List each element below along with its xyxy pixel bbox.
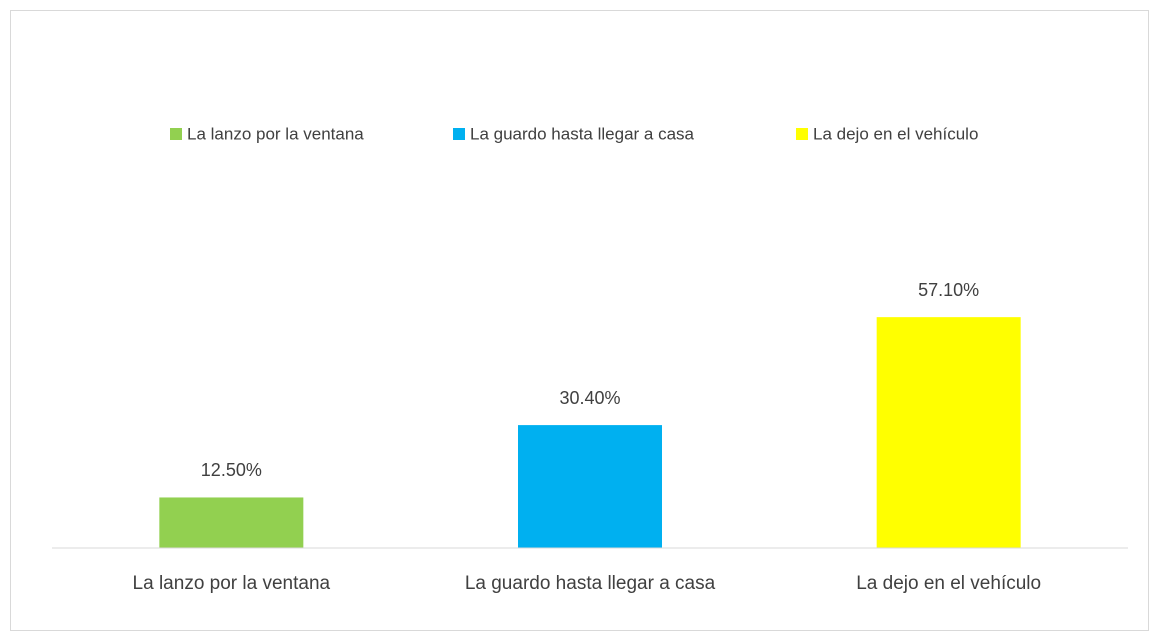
- legend-label: La guardo hasta llegar a casa: [470, 124, 695, 143]
- legend-label: La dejo en el vehículo: [813, 124, 978, 143]
- x-tick-label: La dejo en el vehículo: [856, 573, 1041, 594]
- value-label: 12.50%: [201, 460, 262, 480]
- bar: [518, 425, 662, 548]
- bar: [876, 317, 1021, 548]
- legend-swatch: [453, 128, 465, 140]
- legend-swatch: [796, 128, 808, 140]
- value-label: 30.40%: [559, 388, 620, 408]
- bar: [159, 497, 304, 548]
- legend-swatch: [170, 128, 182, 140]
- value-label: 57.10%: [918, 280, 979, 300]
- x-tick-label: La guardo hasta llegar a casa: [465, 573, 716, 594]
- legend-label: La lanzo por la ventana: [187, 124, 364, 143]
- x-tick-label: La lanzo por la ventana: [133, 573, 331, 594]
